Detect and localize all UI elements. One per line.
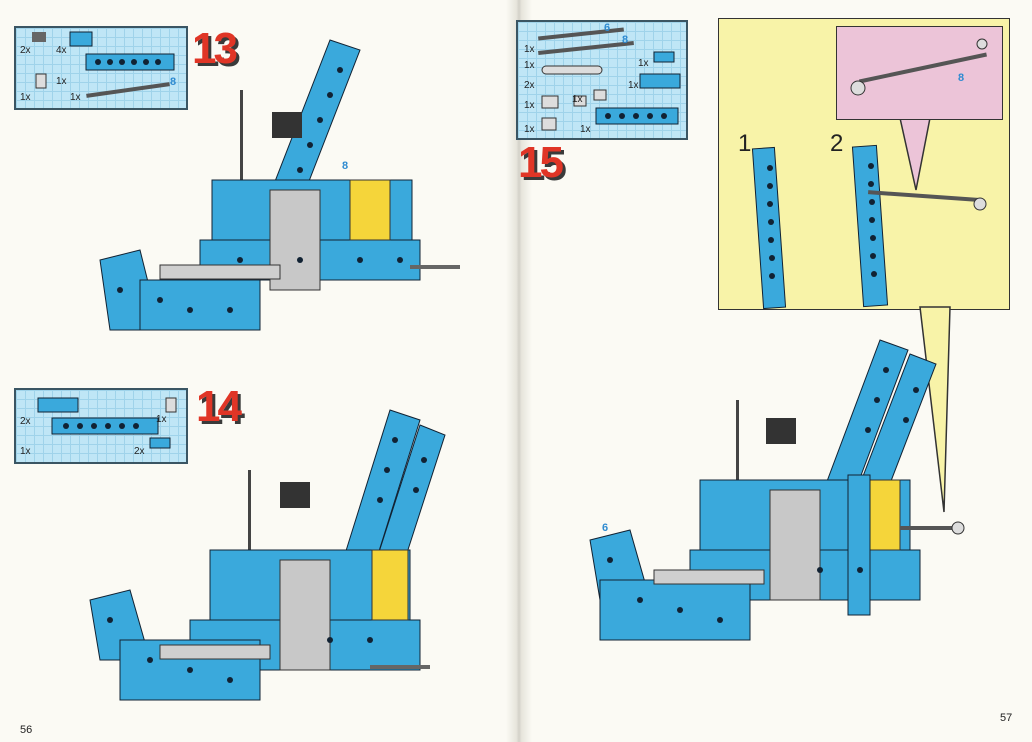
callout-pink-axle [850,38,988,96]
step13-qty-4: 1x [20,92,31,103]
step14-qty-2: 1x [156,414,167,425]
step14-number: 14 [196,382,242,431]
step15-model-label: 6 [602,522,609,534]
callout-sub-step-1: 1 [738,130,752,157]
step15-qty-6: 1x [572,94,583,105]
callout-beams [751,144,987,310]
step15-qty-7: 1x [628,80,639,91]
step14-qty-4: 2x [134,446,145,457]
step15-qty-2: 1x [524,60,535,71]
step14-model [89,409,446,701]
step15-length-label-a: 6 [604,22,611,34]
step14-qty-3: 1x [20,446,31,457]
step15-number: 15 [518,138,564,187]
step13-model [99,39,460,331]
step15-qty-3: 2x [524,80,535,91]
step13-qty-3: 1x [56,76,67,87]
step13-model-label: 8 [342,160,349,172]
step15-qty-1: 1x [524,44,535,55]
step13-qty-5: 1x [70,92,81,103]
callout-axle-detail [836,26,1003,120]
step15-length-label-b: 8 [622,34,629,46]
step15-qty-9: 1x [580,124,591,135]
step15-qty-8: 1x [524,124,535,135]
right-page-number: 57 [1000,712,1013,724]
step13-parts-drawings [32,31,175,98]
step13-number: 13 [192,24,238,73]
step14-parts-drawings [37,397,177,449]
step15-qty-9-text: 1x [580,124,591,135]
step13-length-label: 8 [170,76,177,88]
callout-pink-label: 8 [958,72,965,84]
step15-parts-drawings [538,27,681,131]
step15-qty-4: 1x [638,58,649,69]
step13-qty-1: 2x [20,45,31,56]
step15-model [589,339,965,641]
step14-qty-1: 2x [20,416,31,427]
step15-qty-5: 1x [524,100,535,111]
left-page-number: 56 [20,724,33,736]
callout-sub-step-2: 2 [830,130,844,157]
step13-qty-2: 4x [56,45,67,56]
